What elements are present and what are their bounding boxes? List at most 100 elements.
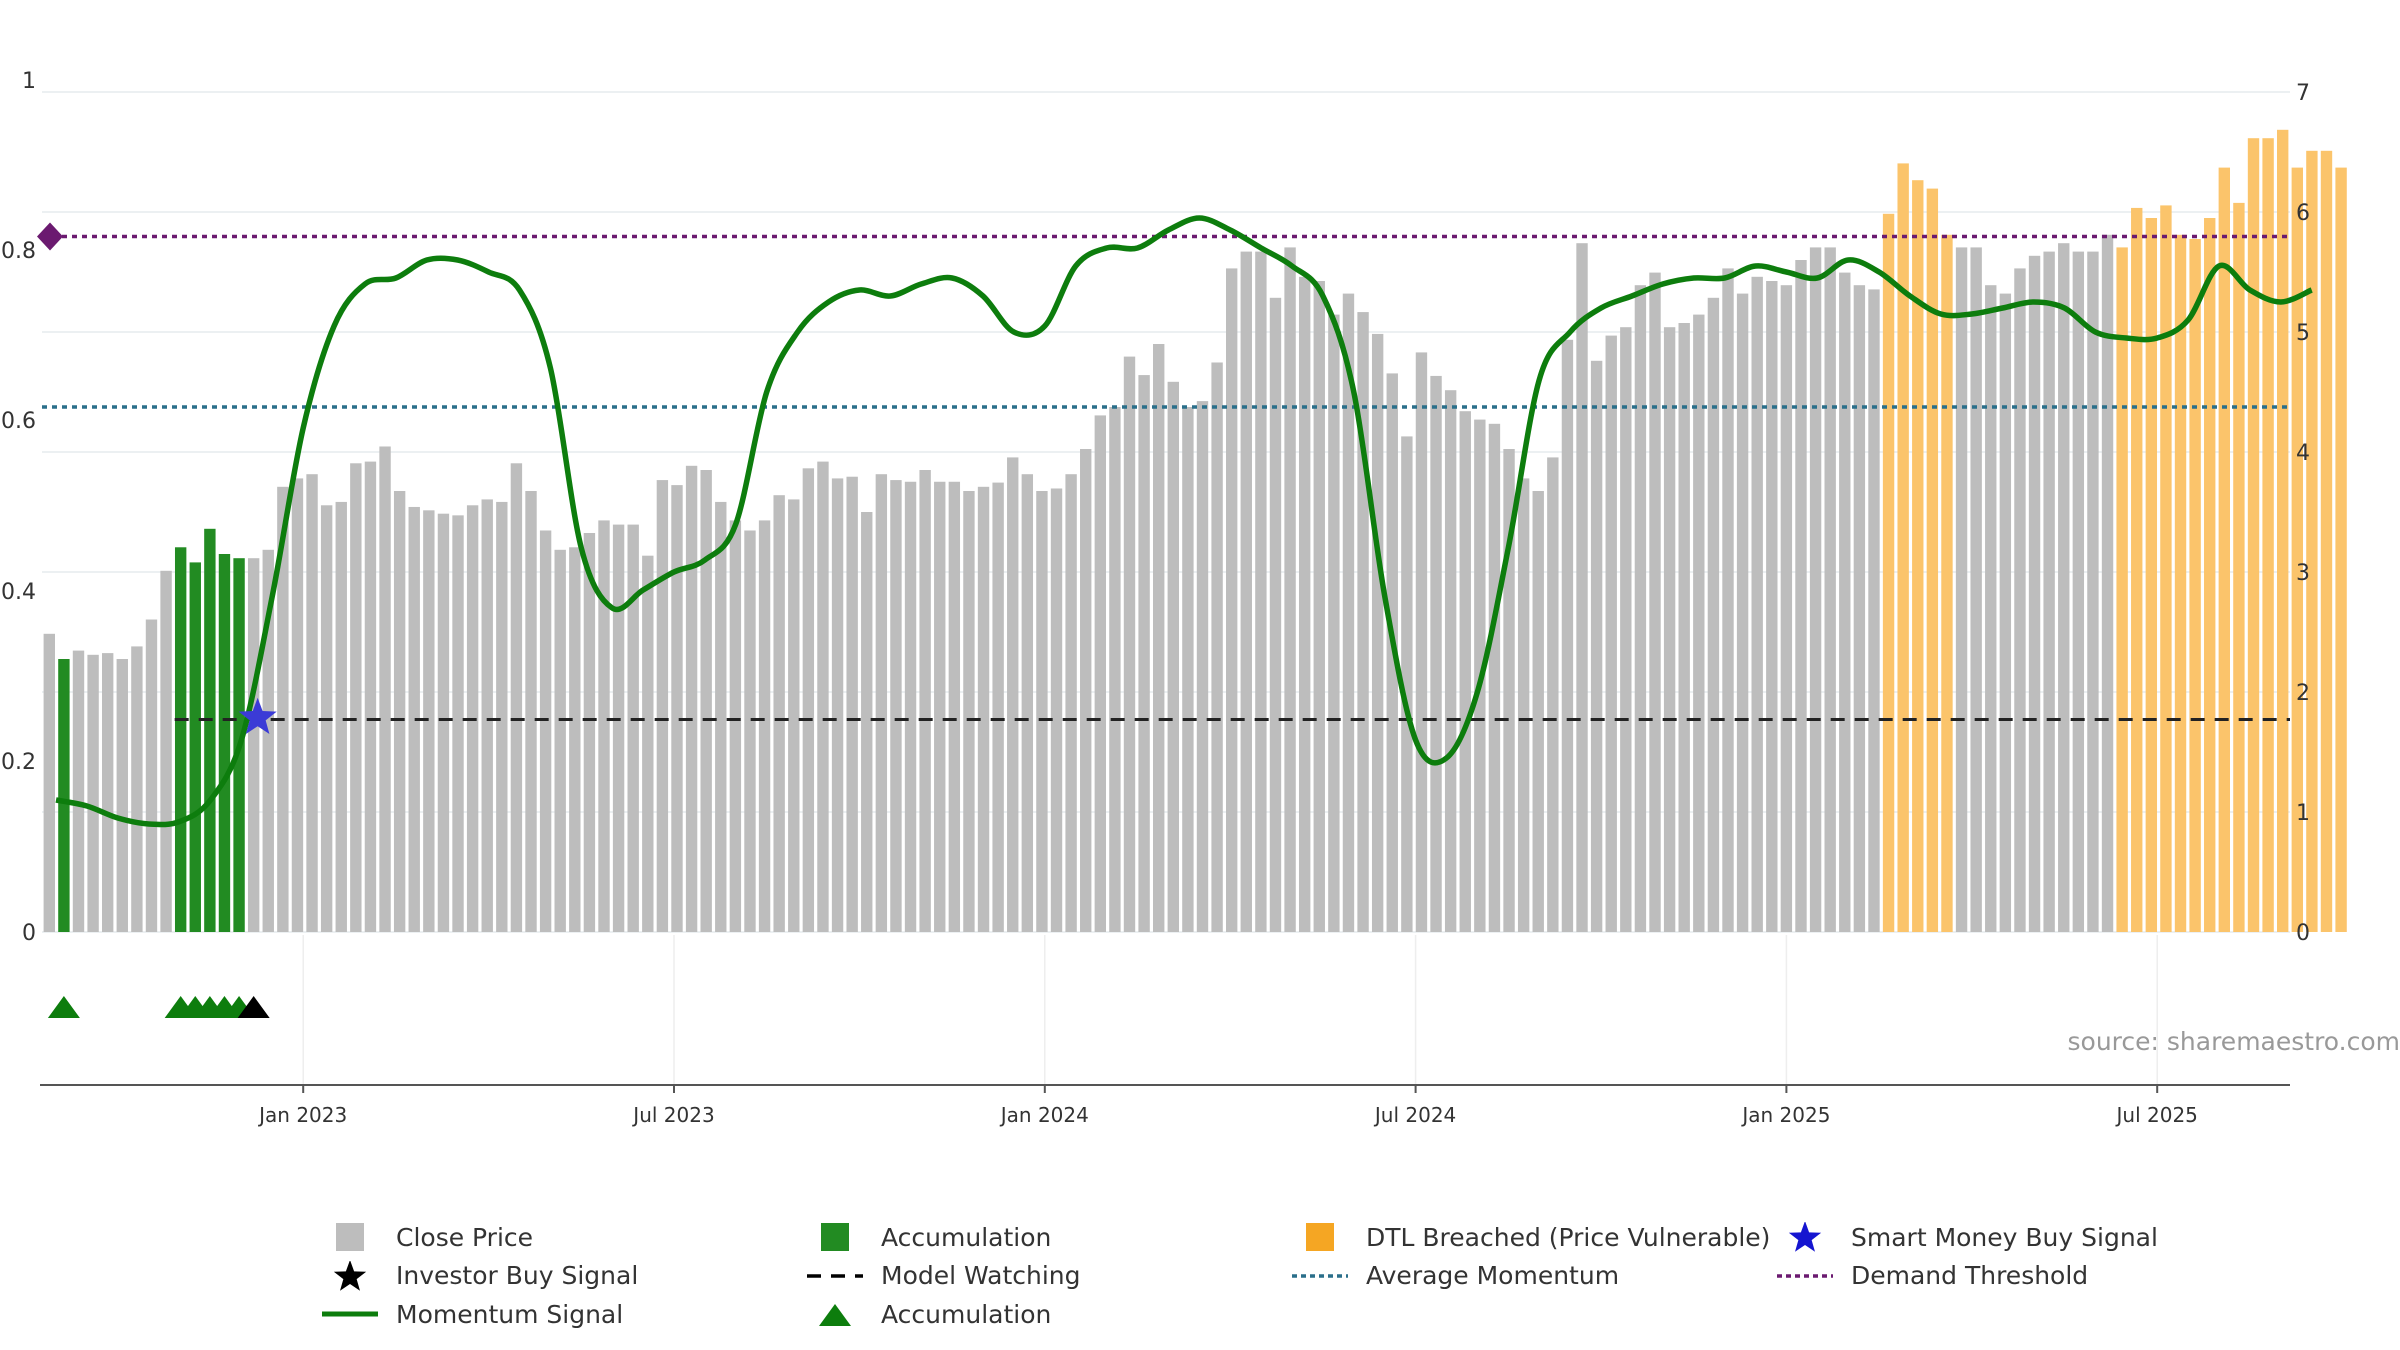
legend-star-icon <box>320 1260 380 1291</box>
accumulation-bar <box>58 659 70 932</box>
legend-square-icon <box>320 1222 380 1252</box>
close-price-bar <box>1021 474 1034 932</box>
close-price-bar <box>350 463 362 932</box>
gridlines <box>42 91 2290 1085</box>
close-price-bar <box>1809 247 1822 932</box>
legend-item: Accumulation <box>805 1218 1290 1257</box>
legend-label: Close Price <box>396 1222 534 1252</box>
close-price-bar <box>700 470 712 932</box>
legend-line-icon <box>320 1299 380 1329</box>
momentum-signal-series <box>55 215 2313 828</box>
legend-item: Demand Threshold <box>1775 1257 2220 1296</box>
dtl-breached-bar <box>2277 129 2289 933</box>
close-price-bar <box>291 478 304 932</box>
close-price-bar <box>160 570 172 932</box>
close-price-bar <box>393 491 406 932</box>
close-price-bar <box>101 653 114 932</box>
legend-item: Average Momentum <box>1290 1257 1775 1296</box>
legend-label: Investor Buy Signal <box>396 1261 639 1291</box>
close-price-bar <box>875 474 888 932</box>
close-price-bar <box>992 482 1004 932</box>
dtl-breached-bar <box>2160 205 2172 932</box>
close-price-bar <box>890 480 902 932</box>
close-price-bar <box>569 547 581 932</box>
close-price-bar <box>1868 289 1880 932</box>
close-price-bar <box>715 501 727 932</box>
close-price-bar <box>788 499 800 932</box>
source-label: source: sharemaestro.com <box>2068 1027 2400 1056</box>
right-tick-label: 7 <box>2296 81 2310 106</box>
close-price-bar <box>1824 247 1836 932</box>
close-price-bar <box>656 480 669 932</box>
close-price-bar <box>802 468 815 932</box>
close-price-bar <box>379 446 391 932</box>
smart-money-buy-marker <box>238 697 277 734</box>
close-price-bar <box>525 491 537 932</box>
dtl-breached-bar <box>2189 239 2201 932</box>
legend-label: Demand Threshold <box>1851 1261 2089 1291</box>
close-price-bar <box>598 520 610 932</box>
close-price-bar <box>758 520 771 932</box>
close-price-bar <box>1620 327 1632 932</box>
left-tick-label: 0.4 <box>1 580 36 605</box>
close-price-bar <box>1153 344 1165 932</box>
close-price-bar <box>539 530 552 932</box>
close-price-bar <box>846 476 858 932</box>
close-price-bar <box>1255 251 1267 933</box>
legend-label: Accumulation <box>881 1222 1052 1252</box>
dtl-breached-bar <box>2335 167 2347 933</box>
close-price-bar <box>1342 293 1355 933</box>
accumulation-bar <box>204 528 216 932</box>
close-price-bar <box>1109 407 1121 932</box>
close-price-bar <box>452 515 464 932</box>
close-price-bar <box>131 646 143 932</box>
right-tick-label: 0 <box>2296 921 2310 946</box>
close-price-bar <box>1561 339 1574 932</box>
close-price-bar <box>1328 314 1340 933</box>
close-price-bar <box>948 481 961 932</box>
legend-item: Model Watching <box>805 1257 1290 1296</box>
dtl-breached-bar <box>2262 138 2274 932</box>
close-price-bar <box>919 470 931 932</box>
close-price-bar <box>510 463 523 932</box>
close-price-bar <box>861 512 873 932</box>
right-tick-label: 4 <box>2296 441 2310 466</box>
close-price-bar <box>1970 247 1982 932</box>
legend-label: Average Momentum <box>1366 1261 1620 1291</box>
close-price-bar <box>1284 247 1296 932</box>
momentum-signal-line <box>55 215 2313 828</box>
close-price-bar <box>1795 260 1807 932</box>
close-price-bar <box>2072 251 2085 933</box>
x-tick-label: Jan 2023 <box>257 1103 347 1127</box>
close-price-bar <box>496 501 508 932</box>
close-price-bar <box>1211 362 1223 933</box>
close-price-bar <box>1780 285 1793 932</box>
close-price-bar <box>1605 335 1617 933</box>
close-price-bar <box>671 485 683 932</box>
close-price-bar <box>904 481 917 932</box>
close-price-bar <box>1853 285 1866 932</box>
close-price-bar <box>116 659 128 932</box>
dtl-breached-bar <box>2320 150 2333 933</box>
close-price-bar <box>2087 251 2099 933</box>
close-price-bar <box>1269 297 1282 932</box>
dtl-breached-bar <box>2306 150 2318 933</box>
left-tick-label: 0.2 <box>1 750 36 775</box>
close-price-bar <box>1094 415 1107 932</box>
dtl-breached-bar <box>2131 207 2143 933</box>
accumulation-marker <box>47 996 80 1018</box>
close-price-bar <box>43 633 55 932</box>
close-price-bar <box>612 524 625 932</box>
close-price-bar <box>1240 251 1252 933</box>
close-price-bar <box>817 461 829 932</box>
close-price-bar <box>1663 327 1676 932</box>
close-price-bar <box>1503 449 1515 932</box>
x-tick-label: Jul 2024 <box>1373 1103 1456 1127</box>
close-price-bar <box>87 654 99 932</box>
legend-star-icon <box>1775 1222 1835 1253</box>
close-price-bar <box>408 506 420 932</box>
close-price-bar <box>1196 401 1209 932</box>
dtl-breached-bar <box>2218 167 2231 933</box>
close-price-bar <box>554 549 566 932</box>
close-price-bar <box>1050 488 1063 932</box>
